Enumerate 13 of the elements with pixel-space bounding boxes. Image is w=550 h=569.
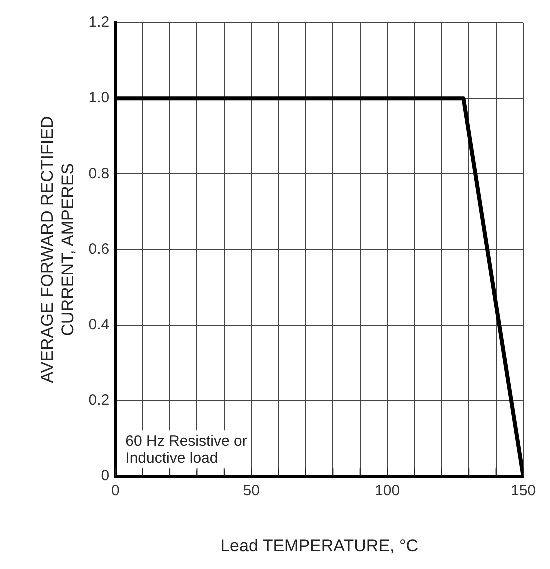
annotation: 60 Hz Resistive or Inductive load bbox=[126, 433, 248, 468]
x-axis-title: Lead TEMPERATURE, °C bbox=[220, 536, 419, 556]
y-tick-label: 0.2 bbox=[88, 392, 110, 410]
y-tick-label: 1.2 bbox=[88, 14, 110, 32]
x-tick-label: 50 bbox=[243, 482, 260, 500]
y-tick-label: 1.0 bbox=[88, 90, 110, 107]
x-tick-label: 100 bbox=[375, 482, 400, 500]
y-tick-label: 0.6 bbox=[88, 240, 110, 258]
y-axis-title: AVERAGE FORWARD RECTIFIED CURRENT, AMPERES bbox=[38, 116, 78, 384]
y-tick-label: 0 bbox=[101, 468, 110, 485]
x-tick-label: 150 bbox=[510, 482, 536, 500]
y-tick-label: 0.4 bbox=[88, 316, 110, 334]
y-tick-label: 0.8 bbox=[88, 165, 110, 182]
